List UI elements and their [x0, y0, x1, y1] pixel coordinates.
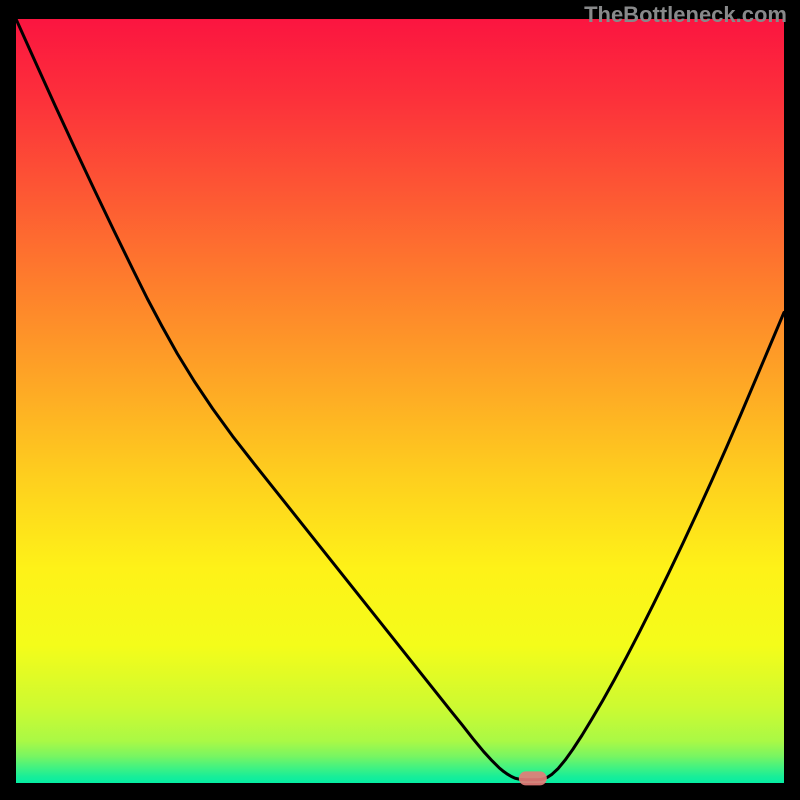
watermark-text: TheBottleneck.com: [584, 2, 787, 28]
chart-container: TheBottleneck.com: [0, 0, 800, 800]
bottleneck-curve: [0, 0, 800, 800]
